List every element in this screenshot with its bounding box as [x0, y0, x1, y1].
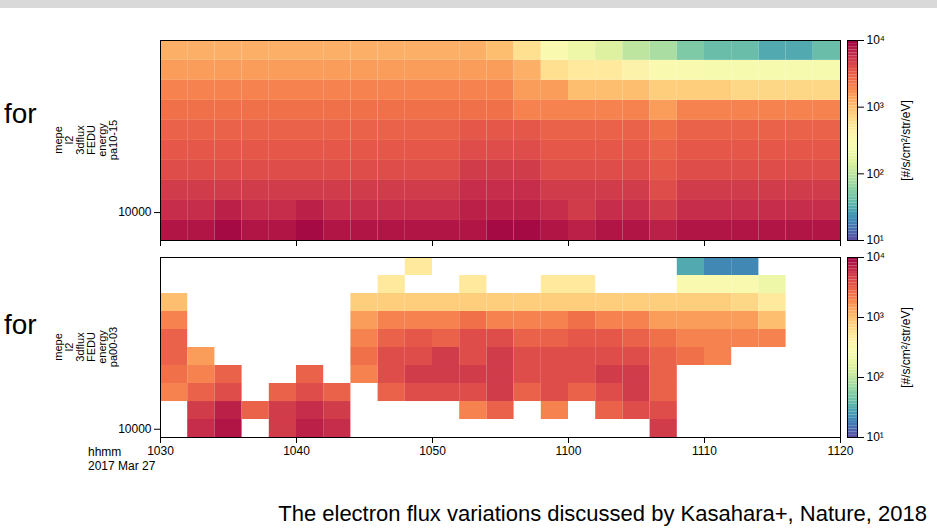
svg-text:1030: 1030 [147, 444, 174, 458]
svg-text:FEDU: FEDU [85, 125, 97, 155]
svg-text:10³: 10³ [867, 100, 884, 114]
html-text:hhmm: hhmm [88, 445, 122, 459]
svg-text:[#/s/cm²/str/eV]: [#/s/cm²/str/eV] [899, 100, 913, 181]
svg-text:1050: 1050 [419, 444, 446, 458]
svg-text:FEDU: FEDU [85, 332, 97, 362]
svg-text:10⁴: 10⁴ [867, 250, 886, 264]
svg-text:10²: 10² [867, 370, 884, 384]
svg-text:10000: 10000 [118, 422, 152, 436]
svg-text:pa00-03: pa00-03 [107, 327, 119, 367]
svg-text:1110: 1110 [692, 444, 717, 458]
svg-text:mepe: mepe [52, 126, 64, 154]
svg-text:l2: l2 [63, 135, 75, 145]
svg-text:3dflux: 3dflux [74, 332, 86, 362]
svg-text:pa10-15: pa10-15 [107, 120, 119, 160]
html-text:for: for [4, 98, 37, 129]
svg-text:10¹: 10¹ [867, 233, 884, 246]
svg-text:energy: energy [96, 330, 108, 364]
svg-text:mepe: mepe [52, 333, 64, 361]
svg-text:1100: 1100 [556, 444, 582, 458]
svg-text:energy: energy [96, 123, 108, 157]
svg-text:1040: 1040 [283, 444, 310, 458]
svg-text:3dflux: 3dflux [74, 125, 86, 155]
svg-text:[#/s/cm²/str/eV]: [#/s/cm²/str/eV] [899, 307, 913, 388]
svg-text:l2: l2 [63, 342, 75, 352]
svg-text:10²: 10² [867, 167, 884, 181]
svg-text:10¹: 10¹ [867, 430, 884, 444]
html-text:for: for [4, 309, 37, 340]
svg-text:10³: 10³ [867, 310, 884, 324]
svg-text:1120: 1120 [828, 444, 854, 458]
svg-text:10000: 10000 [118, 205, 152, 219]
svg-text:10⁴: 10⁴ [867, 33, 886, 47]
html-text:2017 Mar 27: 2017 Mar 27 [88, 459, 156, 473]
html-text:The electron flux variations d: The electron flux variations discussed b… [278, 501, 927, 526]
